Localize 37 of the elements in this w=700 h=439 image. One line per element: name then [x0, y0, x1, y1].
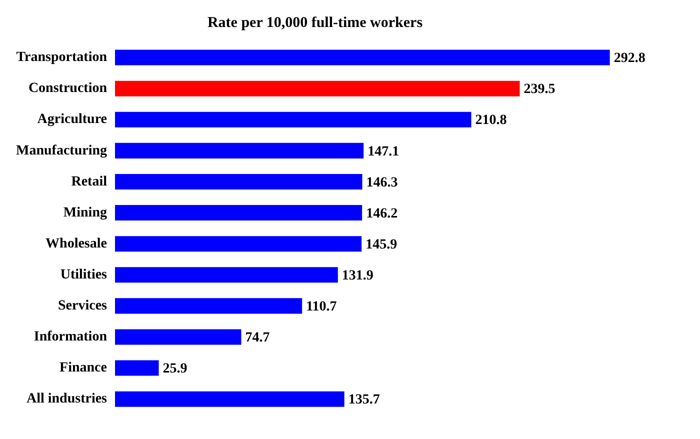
data-label: 292.8: [614, 51, 646, 66]
bar: [115, 50, 610, 66]
bar: [115, 174, 362, 190]
bar: [115, 236, 362, 252]
y-tick-label: Agriculture: [37, 112, 107, 128]
data-label: 74.7: [245, 330, 270, 346]
bar: [115, 142, 364, 158]
data-label: 110.7: [306, 300, 337, 315]
data-label: 146.2: [366, 206, 398, 222]
y-tick-label: Transportation: [16, 50, 108, 66]
y-tick-label: Wholesale: [46, 236, 107, 252]
bar: [115, 112, 472, 128]
y-tick-label: Services: [58, 298, 108, 314]
y-tick-label: All industries: [26, 392, 108, 407]
y-tick-label: Finance: [60, 360, 107, 376]
data-label: 135.7: [348, 392, 380, 408]
data-label: 147.1: [368, 144, 400, 160]
data-label: 25.9: [162, 362, 188, 377]
data-label: 210.8: [475, 113, 507, 128]
bar: [115, 298, 302, 314]
data-label: 131.9: [342, 268, 374, 284]
chart-title: Rate per 10,000 full-time workers: [207, 14, 423, 31]
y-tick-label: Manufacturing: [16, 143, 107, 158]
y-tick-label: Retail: [71, 174, 108, 190]
y-tick-label: Mining: [63, 205, 107, 220]
y-tick-label: Information: [34, 330, 108, 345]
bar: [115, 360, 159, 376]
bar: [115, 391, 344, 407]
bar: [115, 80, 520, 96]
bar: [115, 329, 242, 345]
y-tick-label: Construction: [28, 81, 108, 96]
data-label: 146.3: [366, 175, 398, 190]
bar: [115, 205, 362, 221]
bar: [115, 267, 338, 283]
y-tick-label: Utilities: [60, 267, 108, 282]
data-label: 145.9: [366, 237, 398, 252]
data-label: 239.5: [524, 82, 556, 98]
